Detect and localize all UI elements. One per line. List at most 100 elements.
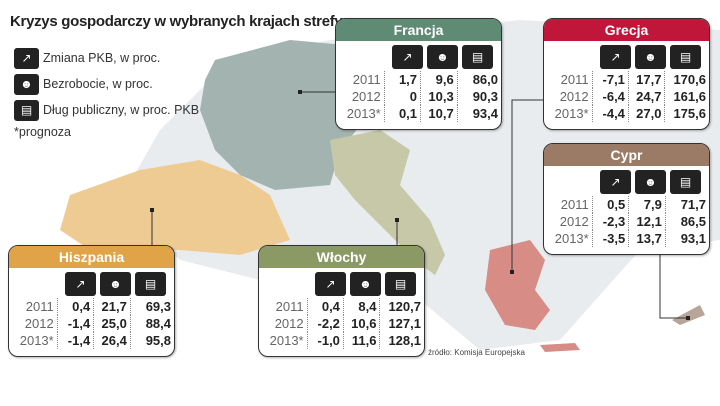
year-label: 2012 [559,214,589,229]
country-panel: Włochy ↗ ☻ ▤ 2011 0,4 8,4 120,7 2012 -2,2 10,6 127,… [258,245,425,357]
table-cell: 21,7 [93,298,131,315]
table-row: 2012 -1,4 25,0 88,4 [13,315,174,332]
people-icon: ☻ [427,45,458,69]
table-cell: 69,3 [129,298,174,315]
table-row: 2012 -2,2 10,6 127,1 [263,315,424,332]
data-table: 2011 1,7 9,6 86,0 2012 0 10,3 90,3 2013* 0,1 10,7 9… [340,71,501,122]
table-cell: -2,3 [591,213,629,230]
country-name: Grecja [544,19,709,41]
country-name: Cypr [544,144,709,166]
table-cell: 86,5 [664,213,709,230]
table-cell: 120,7 [379,298,424,315]
country-panel: Cypr ↗ ☻ ▤ 2011 0,5 7,9 71,7 2012 -2,3 12,1 86,5 201… [543,143,710,255]
data-table: 2011 -7,1 17,7 170,6 2012 -6,4 24,7 161,6 2013* -… [548,71,709,122]
forecast-note: *prognoza [14,125,71,139]
money-icon: ▤ [670,170,701,194]
map-crete [540,343,580,352]
year-label: 2012 [559,89,589,104]
chart-icon: ↗ [315,272,346,296]
year-label: 2013* [554,106,589,121]
year-label: 2011 [275,299,304,314]
table-cell: 26,4 [93,332,131,349]
table-cell: 86,0 [456,71,501,88]
table-cell: 7,9 [628,196,666,213]
table-row: 2013* -3,5 13,7 93,1 [548,230,709,247]
table-cell: 13,7 [628,230,666,247]
data-table: 2011 0,5 7,9 71,7 2012 -2,3 12,1 86,5 2013* -3,5 1… [548,196,709,247]
table-row: 2013* -4,4 27,0 175,6 [548,105,709,122]
legend-item-gdp: ↗ Zmiana PKB, w proc. [14,45,199,71]
chart-icon: ↗ [600,170,631,194]
table-cell: 0,1 [383,105,421,122]
year-label: 2013* [19,333,54,348]
chart-icon: ↗ [600,45,631,69]
table-cell: 10,7 [420,105,458,122]
people-icon: ☻ [350,272,381,296]
chart-icon: ↗ [14,47,39,69]
money-icon: ▤ [135,272,166,296]
map-italy [330,130,445,275]
table-cell: 161,6 [664,88,709,105]
money-icon: ▤ [14,99,39,121]
data-table: 2011 0,4 8,4 120,7 2012 -2,2 10,6 127,1 2013* -1,… [263,298,424,349]
table-cell: -3,5 [591,230,629,247]
table-cell: 24,7 [627,88,665,105]
money-icon: ▤ [670,45,701,69]
people-icon: ☻ [100,272,131,296]
country-panel: Hiszpania ↗ ☻ ▤ 2011 0,4 21,7 69,3 2012 -1,4 25,0 8… [8,245,175,357]
people-icon: ☻ [635,170,666,194]
legend: ↗ Zmiana PKB, w proc. ☻ Bezrobocie, w proc… [14,45,199,139]
table-cell: 93,4 [456,105,501,122]
table-cell: 8,4 [342,298,380,315]
table-cell: 0,5 [591,196,629,213]
table-cell: 27,0 [627,105,665,122]
source-note: źródło: Komisja Europejska [428,348,525,357]
money-icon: ▤ [462,45,493,69]
table-cell: 95,8 [129,332,174,349]
country-panel: Francja ↗ ☻ ▤ 2011 1,7 9,6 86,0 2012 0 10,3 90,3 201… [335,18,502,130]
chart-title: Kryzys gospodarczy w wybranych krajach s… [10,13,378,30]
map-france [200,40,370,190]
table-cell: 90,3 [456,88,501,105]
table-cell: 0 [383,88,421,105]
year-label: 2012 [351,89,381,104]
table-row: 2013* -1,0 11,6 128,1 [263,332,424,349]
table-row: 2011 0,5 7,9 71,7 [548,196,709,213]
table-cell: 17,7 [627,71,665,88]
legend-label: Bezrobocie, w proc. [43,77,153,91]
table-cell: -7,1 [591,71,629,88]
table-cell: 12,1 [628,213,666,230]
people-icon: ☻ [635,45,666,69]
people-icon: ☻ [14,73,39,95]
country-name: Włochy [259,246,424,268]
money-icon: ▤ [385,272,416,296]
country-name: Hiszpania [9,246,174,268]
year-label: 2012 [274,316,304,331]
table-cell: 10,3 [420,88,458,105]
table-cell: -4,4 [591,105,629,122]
table-cell: -2,2 [306,315,344,332]
table-cell: 0,4 [56,298,94,315]
table-cell: 9,6 [420,71,458,88]
year-label: 2011 [560,72,589,87]
table-cell: -6,4 [591,88,629,105]
table-cell: 128,1 [379,332,424,349]
table-row: 2012 0 10,3 90,3 [340,88,501,105]
table-cell: 0,4 [306,298,344,315]
table-cell: 11,6 [342,332,380,349]
table-cell: 127,1 [379,315,424,332]
legend-item-debt: ▤ Dług publiczny, w proc. PKB [14,97,199,123]
table-cell: 175,6 [664,105,709,122]
country-name: Francja [336,19,501,41]
year-label: 2011 [25,299,54,314]
map-spain [60,160,290,255]
year-label: 2011 [352,72,381,87]
table-row: 2013* -1,4 26,4 95,8 [13,332,174,349]
table-row: 2013* 0,1 10,7 93,4 [340,105,501,122]
table-cell: -1,0 [306,332,344,349]
table-cell: 10,6 [342,315,380,332]
map-greece [485,240,550,330]
table-cell: 170,6 [664,71,709,88]
legend-label: Dług publiczny, w proc. PKB [43,103,200,117]
year-label: 2013* [554,231,589,246]
